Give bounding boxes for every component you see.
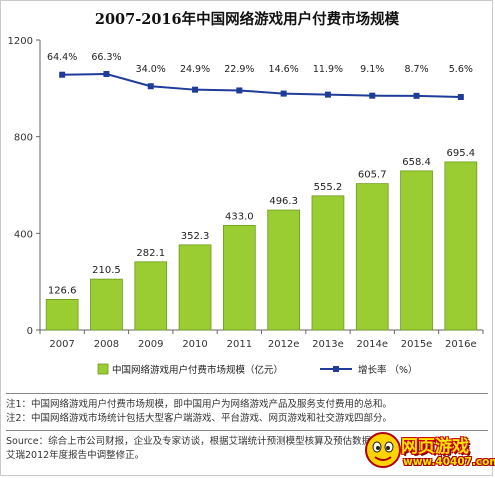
bar-data-label: 433.0 [225, 211, 254, 222]
growth-data-label: 24.9% [180, 64, 210, 75]
growth-data-label: 34.0% [136, 64, 166, 75]
source-text: Source：综合上市公司财报，企业及专家访谈，根据艾瑞统计预测模型核算及预估数… [6, 436, 381, 447]
bar [267, 209, 300, 331]
bar-series [45, 161, 478, 331]
growth-line [62, 72, 461, 98]
bar-data-label: 210.5 [92, 265, 121, 276]
growth-point [413, 92, 420, 99]
y-tick-label: 800 [14, 133, 33, 144]
bar [178, 244, 212, 331]
bar-data-label: 605.7 [358, 170, 387, 181]
x-tick-labels: 2007 2008 2009 2010 2011 2012e 2013e 2014e 2015e… [49, 339, 476, 350]
notes-section: 注1：中国网络游戏用户付费市场规模，即中国用户为网络游戏产品及服务支付费用的总和… [6, 392, 488, 463]
x-tick-label: 2008 [94, 339, 119, 350]
legend-line-marker [333, 366, 339, 372]
growth-data-label: 64.4% [47, 52, 77, 63]
growth-point [103, 71, 110, 77]
growth-data-label: 8.7% [404, 64, 428, 75]
note-2: 注2：中国网络游戏市场统计包括大型客户端游戏、平台游戏、网页游戏和社交游戏四部分… [6, 413, 393, 424]
y-tick-label: 400 [14, 229, 33, 240]
bar-data-label: 695.4 [447, 148, 476, 159]
x-tick-label: 2010 [182, 339, 207, 350]
source-text-line2: 艾瑞2012年度报告中调整修正。 [6, 450, 145, 461]
note-1: 注1：中国网络游戏用户付费市场规模，即中国用户为网络游戏产品及服务支付费用的总和… [6, 399, 393, 410]
growth-point [147, 83, 154, 90]
growth-point [324, 91, 331, 98]
growth-data-labels: 64.4% 66.3% 34.0% 24.9% 22.9% 14.6% 11.9% 9.1% 8… [47, 52, 473, 75]
growth-point [457, 94, 464, 100]
chart-title: 2007-2016年中国网络游戏用户付费市场规模 [95, 10, 400, 28]
legend-bar-label: 中国网络游戏用户付费市场规模（亿元） [112, 364, 283, 376]
x-tick-label: 2011 [227, 339, 252, 350]
growth-point [192, 86, 199, 93]
growth-point [369, 92, 376, 99]
bar-data-label: 126.6 [48, 285, 77, 296]
logo-face-icon [365, 432, 401, 468]
legend-line-label: 增长率 （%） [358, 364, 418, 376]
growth-point [236, 87, 243, 94]
growth-data-label: 22.9% [224, 64, 254, 75]
bar-data-label: 496.3 [269, 196, 298, 207]
bar [311, 195, 345, 331]
bar [45, 299, 79, 331]
logo-url: www.40407.com [403, 456, 495, 468]
growth-data-label: 11.9% [313, 64, 343, 75]
bar-data-labels: 126.6 210.5 282.1 352.3 433.0 496.3 555.2 605.7… [48, 148, 475, 296]
watermark-logo: 网页游戏 www.40407.com [363, 430, 495, 474]
divider [6, 430, 488, 431]
growth-data-label: 5.6% [449, 64, 473, 75]
logo-text: 网页游戏 [401, 437, 469, 457]
growth-point [280, 90, 287, 97]
bar [90, 278, 123, 331]
growth-data-label: 66.3% [91, 52, 121, 63]
bar-data-label: 282.1 [136, 248, 165, 259]
divider [6, 393, 488, 394]
legend-bar-swatch [97, 363, 109, 375]
growth-data-label: 9.1% [360, 64, 384, 75]
y-tick-label: 1200 [8, 36, 33, 47]
bar [444, 161, 478, 331]
growth-data-label: 14.6% [269, 64, 299, 75]
bar [355, 183, 389, 331]
x-tick-label: 2016e [445, 339, 477, 350]
bar [400, 170, 433, 331]
bar [134, 261, 168, 331]
x-tick-label: 2015e [401, 339, 433, 350]
chart: 2007-2016年中国网络游戏用户付费市场规模 126.6 210.5 282.1… [8, 10, 484, 376]
growth-line-series [59, 71, 464, 100]
x-tick-label: 2009 [138, 339, 163, 350]
x-tick-label: 2014e [356, 339, 388, 350]
y-tick-label: 0 [27, 326, 33, 337]
legend: 中国网络游戏用户付费市场规模（亿元） 增长率 （%） [97, 363, 418, 376]
bar [223, 224, 256, 331]
bar-data-label: 555.2 [314, 182, 343, 193]
x-tick-label: 2012e [268, 339, 300, 350]
x-tick-label: 2013e [312, 339, 344, 350]
y-tick-labels: 0 400 800 1200 [8, 36, 33, 337]
bar-data-label: 658.4 [402, 157, 431, 168]
bar-data-label: 352.3 [181, 231, 210, 242]
growth-point [59, 71, 66, 78]
x-tick-label: 2007 [49, 339, 74, 350]
